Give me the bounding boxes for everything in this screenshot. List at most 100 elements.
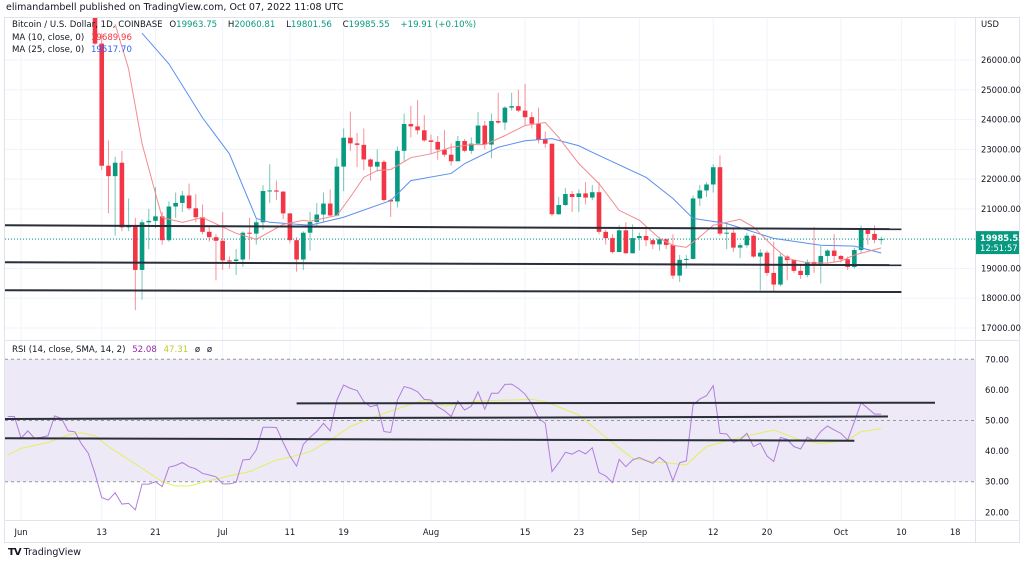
candle[interactable] bbox=[408, 105, 414, 138]
candle[interactable] bbox=[119, 150, 125, 232]
candle[interactable] bbox=[865, 228, 871, 245]
candle[interactable] bbox=[200, 204, 205, 235]
candle[interactable] bbox=[173, 192, 178, 218]
candle[interactable] bbox=[361, 128, 367, 171]
candle[interactable] bbox=[180, 191, 185, 212]
rsi-trendlines[interactable] bbox=[1, 401, 936, 442]
candle[interactable] bbox=[704, 182, 709, 197]
rsi-legend[interactable]: RSI (14, close, SMA, 14, 2) 52.08 47.31 … bbox=[12, 345, 216, 355]
time-axis[interactable]: Jun 13 21 Jul 11 19 Aug 15 23 Sep 12 20 Oct 10 18 bbox=[14, 527, 961, 537]
candle[interactable] bbox=[556, 196, 561, 215]
candle[interactable] bbox=[569, 191, 575, 212]
candle[interactable] bbox=[92, 0, 98, 46]
ma10-legend[interactable]: MA (10, close, 0) 19689.96 bbox=[12, 33, 136, 43]
candle[interactable] bbox=[757, 249, 763, 291]
candle[interactable] bbox=[374, 149, 380, 172]
candle[interactable] bbox=[771, 241, 777, 293]
candle[interactable] bbox=[260, 185, 266, 230]
candle[interactable] bbox=[253, 219, 259, 245]
candle[interactable] bbox=[563, 188, 568, 206]
candle[interactable] bbox=[596, 182, 602, 235]
candle[interactable] bbox=[213, 234, 219, 281]
candle[interactable] bbox=[280, 191, 286, 220]
candle[interactable] bbox=[193, 194, 199, 223]
candle[interactable] bbox=[146, 208, 152, 250]
candle[interactable] bbox=[435, 135, 441, 160]
candle[interactable] bbox=[878, 236, 884, 245]
candle[interactable] bbox=[395, 146, 400, 208]
candle[interactable] bbox=[710, 164, 716, 193]
candle[interactable] bbox=[650, 239, 656, 250]
candle[interactable] bbox=[133, 217, 138, 311]
candle[interactable] bbox=[106, 140, 111, 214]
candle[interactable] bbox=[858, 225, 864, 254]
candle[interactable] bbox=[583, 182, 588, 205]
candle[interactable] bbox=[294, 237, 299, 272]
ma25-legend[interactable]: MA (25, close, 0) 19517.70 bbox=[12, 45, 136, 55]
candle[interactable] bbox=[637, 232, 642, 251]
candle[interactable] bbox=[186, 183, 192, 211]
candle[interactable] bbox=[610, 234, 615, 254]
candle[interactable] bbox=[321, 192, 326, 223]
candle[interactable] bbox=[502, 106, 508, 130]
candle[interactable] bbox=[657, 237, 662, 251]
candle[interactable] bbox=[341, 128, 346, 192]
rsi-axis[interactable]: 70.00 60.00 50.00 40.00 30.00 20.00 bbox=[985, 354, 1009, 517]
candle[interactable] bbox=[206, 226, 212, 242]
candle[interactable] bbox=[469, 137, 474, 154]
candle[interactable] bbox=[274, 180, 279, 200]
candle[interactable] bbox=[287, 213, 293, 244]
rsi-trendline[interactable] bbox=[1, 415, 888, 420]
candle[interactable] bbox=[421, 115, 427, 142]
tradingview-footer[interactable]: TV TradingView bbox=[8, 547, 81, 558]
candle[interactable] bbox=[522, 83, 528, 126]
candle[interactable] bbox=[415, 100, 420, 135]
candle[interactable] bbox=[99, 33, 105, 171]
candle[interactable] bbox=[778, 253, 783, 287]
candle[interactable] bbox=[697, 185, 703, 206]
candle[interactable] bbox=[495, 92, 501, 125]
candle[interactable] bbox=[516, 89, 521, 113]
candle[interactable] bbox=[247, 217, 252, 260]
candle[interactable] bbox=[428, 134, 434, 154]
rsi-trendline[interactable] bbox=[296, 401, 936, 405]
price-trendlines[interactable] bbox=[1, 224, 902, 293]
candle[interactable] bbox=[616, 225, 622, 253]
candle[interactable] bbox=[442, 129, 447, 157]
candle[interactable] bbox=[751, 234, 756, 259]
candle[interactable] bbox=[166, 201, 172, 242]
candle[interactable] bbox=[354, 132, 360, 168]
candle[interactable] bbox=[348, 111, 353, 151]
candle[interactable] bbox=[455, 135, 461, 162]
candle[interactable] bbox=[630, 224, 635, 254]
candle[interactable] bbox=[267, 164, 273, 203]
price-trendline[interactable] bbox=[1, 289, 902, 293]
candle[interactable] bbox=[509, 92, 514, 111]
candle[interactable] bbox=[475, 112, 481, 145]
candle[interactable] bbox=[731, 228, 736, 253]
candle[interactable] bbox=[240, 231, 246, 267]
candle[interactable] bbox=[536, 107, 541, 144]
candle[interactable] bbox=[112, 156, 118, 236]
candle[interactable] bbox=[542, 131, 548, 148]
price-axis[interactable]: 26000.00 25000.00 24000.00 23000.00 22000.00… bbox=[981, 55, 1021, 333]
candle[interactable] bbox=[220, 212, 225, 270]
candle[interactable] bbox=[549, 143, 555, 217]
candle[interactable] bbox=[643, 226, 649, 247]
candle[interactable] bbox=[737, 243, 743, 259]
candle[interactable] bbox=[825, 249, 830, 263]
candle[interactable] bbox=[798, 263, 803, 279]
rsi-trendline[interactable] bbox=[1, 437, 855, 442]
candle[interactable] bbox=[677, 255, 682, 282]
candle[interactable] bbox=[529, 112, 535, 129]
candle[interactable] bbox=[327, 189, 333, 217]
candle[interactable] bbox=[401, 113, 407, 162]
candle[interactable] bbox=[381, 159, 387, 202]
symbol-legend[interactable]: Bitcoin / U.S. Dollar, 1D, COINBASE O199… bbox=[12, 20, 480, 30]
price-trendline[interactable] bbox=[1, 224, 902, 231]
candles[interactable] bbox=[92, 0, 884, 311]
candle[interactable] bbox=[603, 229, 609, 245]
candle[interactable] bbox=[589, 185, 595, 200]
candle[interactable] bbox=[831, 234, 837, 263]
candle[interactable] bbox=[845, 256, 850, 270]
